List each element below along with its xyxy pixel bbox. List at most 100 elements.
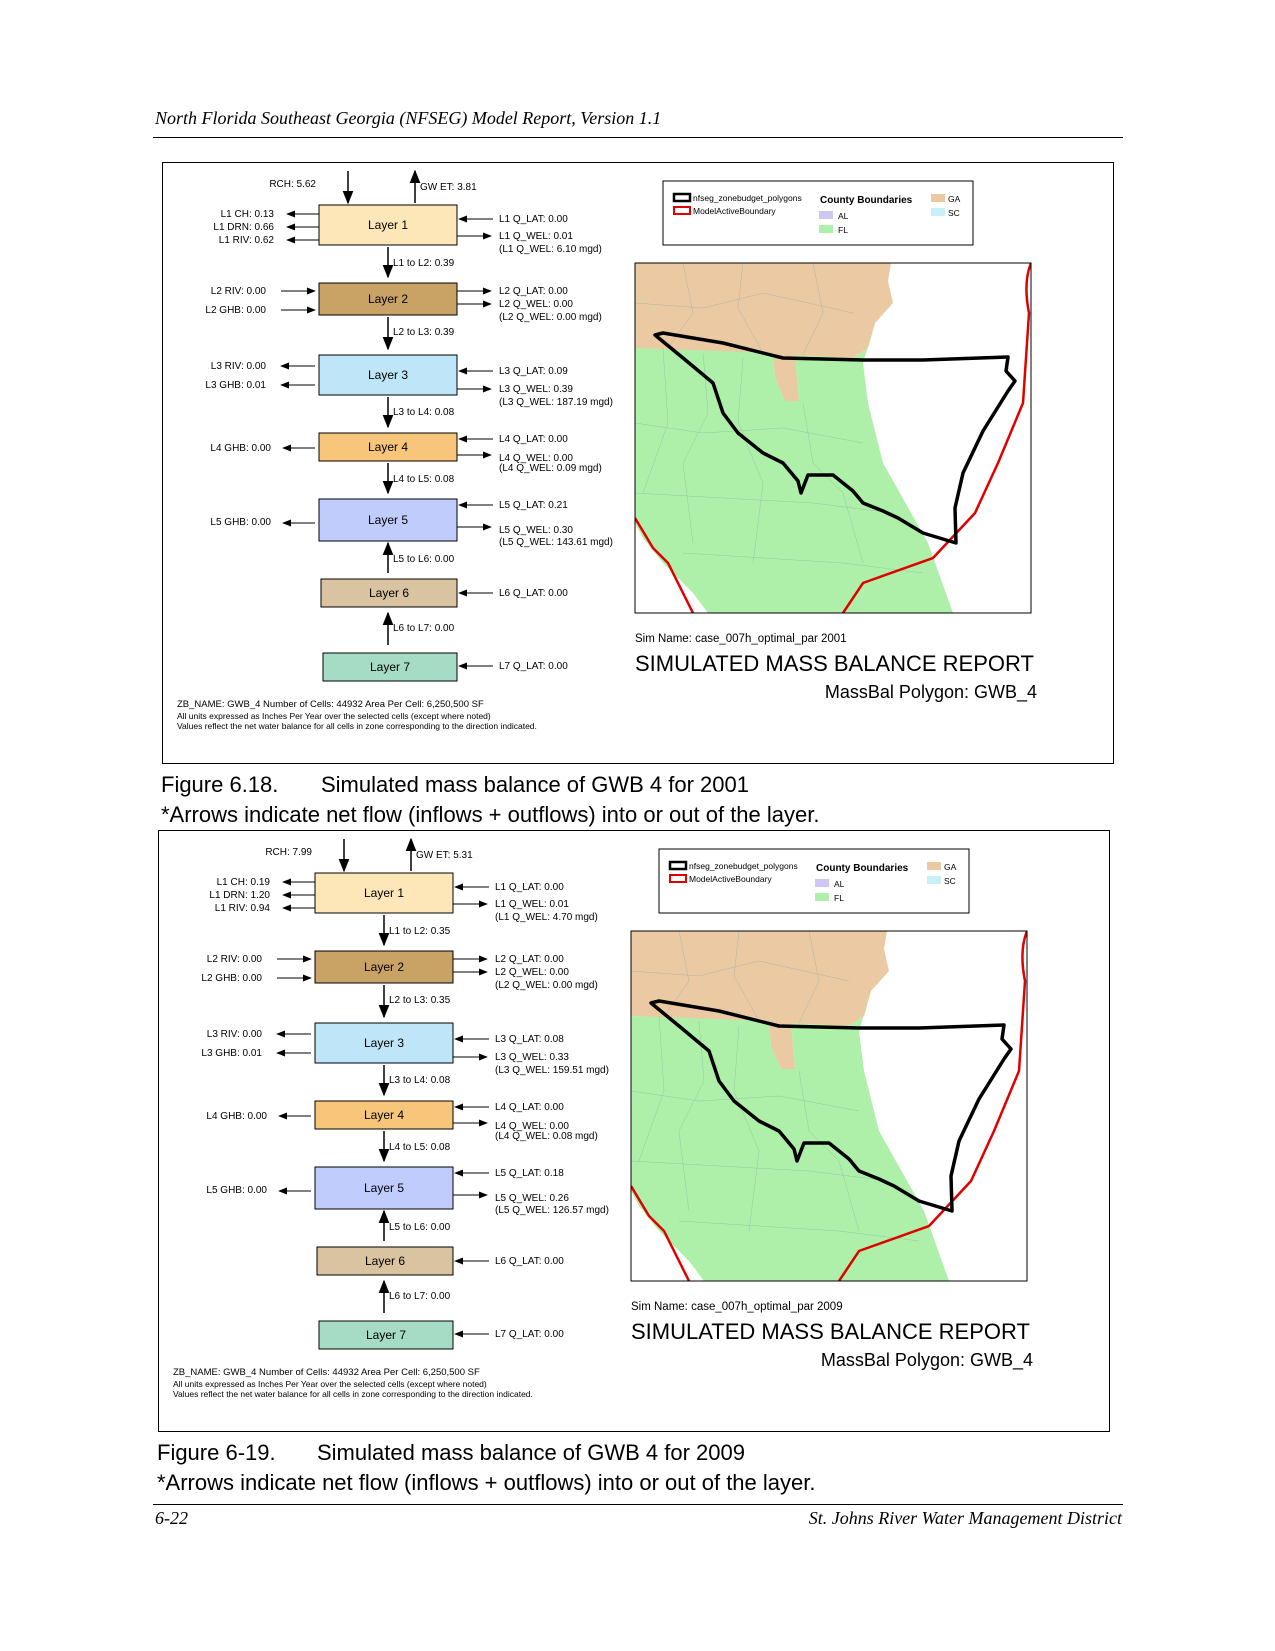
l2-ghb-label: L2 GHB: 0.00 <box>205 305 266 316</box>
l1-qlat-label: L1 Q_LAT: 0.00 <box>495 882 564 893</box>
legend-ga: GA <box>944 862 957 872</box>
caption-note: *Arrows indicate net flow (inflows + out… <box>161 802 820 827</box>
layer-3-box <box>318 354 458 396</box>
layer-3-box <box>314 1022 454 1064</box>
legend-sc: SC <box>944 876 956 886</box>
l3-to-l4-label: L3 to L4: 0.08 <box>393 407 455 418</box>
legend-active-boundary: ModelActiveBoundary <box>693 206 776 216</box>
page-number: 6-22 <box>155 1508 188 1528</box>
l3-riv-label: L3 RIV: 0.00 <box>207 1029 263 1040</box>
layer-4-box <box>318 432 458 462</box>
layer-5-box <box>318 498 458 542</box>
footer-org: St. Johns River Water Management Distric… <box>808 1508 1122 1528</box>
layer-6-box <box>316 1246 454 1276</box>
layer-4-label: Layer 4 <box>364 1108 404 1122</box>
l1-mgd-label: (L1 Q_WEL: 6.10 mgd) <box>499 244 602 255</box>
l5-mgd-label: (L5 Q_WEL: 126.57 mgd) <box>495 1205 609 1216</box>
l6-qlat-label: L6 Q_LAT: 0.00 <box>499 588 568 599</box>
l1-qwel-label: L1 Q_WEL: 0.01 <box>499 231 573 242</box>
l1-qlat-label: L1 Q_LAT: 0.00 <box>499 214 568 225</box>
footer-rule <box>153 1504 1123 1505</box>
layer-6-label: Layer 6 <box>369 586 409 600</box>
l4-qwel-label: L4 Q_WEL: 0.00 <box>495 1121 569 1132</box>
l5-to-l6-label: L5 to L6: 0.00 <box>389 1222 451 1233</box>
sim-name: Sim Name: case_007h_optimal_par 2009 <box>631 1301 843 1313</box>
l1-drn-label: L1 DRN: 0.66 <box>213 222 274 233</box>
l1-ch-label: L1 CH: 0.13 <box>221 209 275 220</box>
legend-al: AL <box>838 211 849 221</box>
units-note: All units expressed as Inches Per Year o… <box>177 711 491 721</box>
map-legend: nfseg_zonebudget_polygons ModelActiveBou… <box>662 180 974 246</box>
layer-1-box <box>318 204 458 246</box>
l3-ghb-label: L3 GHB: 0.01 <box>205 380 266 391</box>
l3-ghb-label: L3 GHB: 0.01 <box>201 1048 262 1059</box>
zb-note: ZB_NAME: GWB_4 Number of Cells: 44932 Ar… <box>173 1367 480 1378</box>
l1-ch-label: L1 CH: 0.19 <box>217 877 271 888</box>
layer-1-label: Layer 1 <box>364 886 404 900</box>
layer-2-label: Layer 2 <box>368 292 408 306</box>
values-note: Values reflect the net water balance for… <box>177 721 537 731</box>
layer-3-label: Layer 3 <box>368 368 408 382</box>
zb-note: ZB_NAME: GWB_4 Number of Cells: 44932 Ar… <box>177 699 484 710</box>
l1-qwel-label: L1 Q_WEL: 0.01 <box>495 899 569 910</box>
layer-2-box <box>318 282 458 316</box>
l3-riv-label: L3 RIV: 0.00 <box>211 361 267 372</box>
l5-mgd-label: (L5 Q_WEL: 143.61 mgd) <box>499 537 613 548</box>
polygon-label: MassBal Polygon: GWB_4 <box>825 682 1037 703</box>
legend-ga: GA <box>948 194 961 204</box>
legend-county-title: County Boundaries <box>820 195 913 206</box>
rch-label: RCH: 5.62 <box>269 179 316 190</box>
values-note: Values reflect the net water balance for… <box>173 1389 533 1399</box>
layer-4-label: Layer 4 <box>368 440 408 454</box>
layer-5-label: Layer 5 <box>364 1181 404 1195</box>
mass-balance-diagram: RCH: 5.62 GW ET: 3.81 Layer 1 L1 CH: 0.1… <box>177 169 1037 731</box>
legend-al: AL <box>834 879 845 889</box>
l2-mgd-label: (L2 Q_WEL: 0.00 mgd) <box>499 312 602 323</box>
l7-qlat-label: L7 Q_LAT: 0.00 <box>495 1329 564 1340</box>
l4-ghb-label: L4 GHB: 0.00 <box>210 443 271 454</box>
layer-6-box <box>320 578 458 608</box>
l3-qwel-label: L3 Q_WEL: 0.39 <box>499 384 573 395</box>
l6-qlat-label: L6 Q_LAT: 0.00 <box>495 1256 564 1267</box>
l5-qwel-label: L5 Q_WEL: 0.26 <box>495 1193 569 1204</box>
l2-qlat-label: L2 Q_LAT: 0.00 <box>499 286 568 297</box>
l1-riv-label: L1 RIV: 0.62 <box>219 235 275 246</box>
layer-2-box <box>314 950 454 984</box>
legend-zonebudget: nfseg_zonebudget_polygons <box>693 193 802 203</box>
legend-county-title: County Boundaries <box>816 863 909 874</box>
l4-mgd-label: (L4 Q_WEL: 0.09 mgd) <box>499 463 602 474</box>
layer-6-label: Layer 6 <box>365 1254 405 1268</box>
l5-ghb-label: L5 GHB: 0.00 <box>206 1185 267 1196</box>
l2-to-l3-label: L2 to L3: 0.35 <box>389 995 451 1006</box>
l2-riv-label: L2 RIV: 0.00 <box>211 286 267 297</box>
mass-balance-diagram: RCH: 7.99 GW ET: 5.31 Layer 1 L1 CH: 0.1… <box>173 837 1033 1399</box>
l2-mgd-label: (L2 Q_WEL: 0.00 mgd) <box>495 980 598 991</box>
figure-panel-2001: RCH: 5.62 GW ET: 3.81 Layer 1 L1 CH: 0.1… <box>162 162 1114 764</box>
header-rule <box>153 137 1123 138</box>
l5-qwel-label: L5 Q_WEL: 0.30 <box>499 525 573 536</box>
region-map <box>630 930 1028 1282</box>
l1-drn-label: L1 DRN: 1.20 <box>209 890 270 901</box>
caption-number: Figure 6.18. <box>161 772 279 797</box>
l4-qwel-label: L4 Q_WEL: 0.00 <box>499 453 573 464</box>
l5-qlat-label: L5 Q_LAT: 0.18 <box>495 1168 564 1179</box>
map-legend: nfseg_zonebudget_polygons ModelActiveBou… <box>658 848 970 914</box>
l6-to-l7-label: L6 to L7: 0.00 <box>393 623 455 634</box>
layer-1-label: Layer 1 <box>368 218 408 232</box>
figure-panel-2009: RCH: 7.99 GW ET: 5.31 Layer 1 L1 CH: 0.1… <box>158 830 1110 1432</box>
figure-caption-2009: Figure 6-19. Simulated mass balance of GW… <box>157 1438 815 1498</box>
l4-qlat-label: L4 Q_LAT: 0.00 <box>499 434 568 445</box>
l2-qwel-label: L2 Q_WEL: 0.00 <box>499 299 573 310</box>
polygon-label: MassBal Polygon: GWB_4 <box>821 1350 1033 1371</box>
layer-3-label: Layer 3 <box>364 1036 404 1050</box>
l3-mgd-label: (L3 Q_WEL: 187.19 mgd) <box>499 397 613 408</box>
legend-fl: FL <box>838 225 848 235</box>
l2-qlat-label: L2 Q_LAT: 0.00 <box>495 954 564 965</box>
l6-to-l7-label: L6 to L7: 0.00 <box>389 1291 451 1302</box>
layer-7-box <box>318 1320 454 1350</box>
report-title: SIMULATED MASS BALANCE REPORT <box>635 651 1034 676</box>
l3-qlat-label: L3 Q_LAT: 0.09 <box>499 366 568 377</box>
l2-riv-label: L2 RIV: 0.00 <box>207 954 263 965</box>
l4-mgd-label: (L4 Q_WEL: 0.08 mgd) <box>495 1131 598 1142</box>
report-title: SIMULATED MASS BALANCE REPORT <box>631 1319 1030 1344</box>
